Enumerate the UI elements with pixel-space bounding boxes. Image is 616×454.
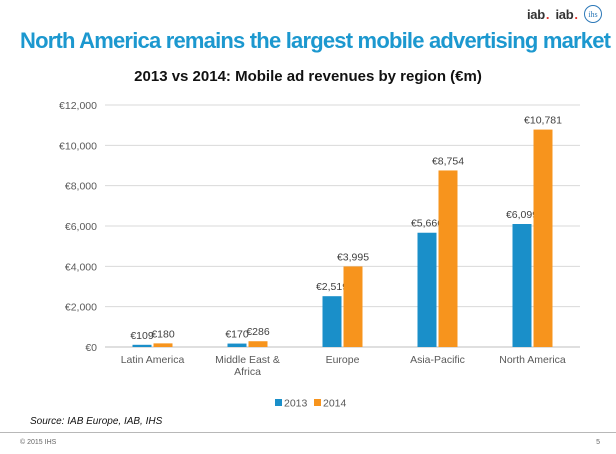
x-tick-label: Asia-Pacific bbox=[410, 354, 465, 366]
data-label: €286 bbox=[246, 326, 270, 338]
data-label: €8,754 bbox=[432, 155, 464, 167]
iab-logo-text: iab bbox=[555, 6, 574, 22]
copyright-text: © 2015 IHS bbox=[20, 439, 57, 446]
ihs-logo: ihs bbox=[584, 5, 602, 23]
bar-2014 bbox=[438, 170, 458, 347]
y-tick-label: €4,000 bbox=[65, 261, 97, 273]
x-tick-label: Africa bbox=[234, 366, 261, 378]
legend-swatch-2013 bbox=[275, 399, 282, 406]
bar-2013 bbox=[227, 343, 247, 347]
bar-2014 bbox=[248, 341, 268, 347]
footer-divider bbox=[0, 432, 616, 433]
y-tick-label: €10,000 bbox=[59, 140, 97, 152]
x-tick-label: Latin America bbox=[121, 354, 185, 366]
page-title: North America remains the largest mobile… bbox=[20, 28, 611, 53]
data-label: €3,995 bbox=[337, 251, 369, 263]
legend-swatch-2014 bbox=[314, 399, 321, 406]
y-tick-label: €2,000 bbox=[65, 302, 97, 314]
partner-logos: iab. iab. ihs bbox=[527, 4, 602, 24]
data-label: €10,781 bbox=[524, 115, 562, 127]
chart-title: 2013 vs 2014: Mobile ad revenues by regi… bbox=[134, 68, 482, 85]
iab-logo-text: iab bbox=[526, 6, 545, 22]
legend-label: 2014 bbox=[323, 398, 347, 410]
bar-2013 bbox=[512, 224, 532, 347]
legend-label: 2013 bbox=[284, 398, 308, 410]
bar-2013 bbox=[322, 296, 342, 347]
iab-logo-mark: . bbox=[574, 6, 578, 22]
bar-2014 bbox=[153, 343, 173, 347]
bar-2014 bbox=[533, 129, 553, 347]
y-tick-label: €8,000 bbox=[65, 181, 97, 193]
data-label: €5,666 bbox=[411, 218, 443, 230]
data-label: €180 bbox=[151, 328, 175, 340]
x-tick-label: Europe bbox=[326, 354, 360, 366]
data-label: €109 bbox=[130, 330, 154, 342]
x-tick-label: North America bbox=[499, 354, 566, 366]
data-label: €2,519 bbox=[316, 281, 348, 293]
data-label: €170 bbox=[225, 329, 249, 341]
data-label: €6,099 bbox=[506, 209, 538, 221]
source-note: Source: IAB Europe, IAB, IHS bbox=[30, 416, 163, 427]
iab-logo-mark: . bbox=[545, 6, 550, 22]
bar-2013 bbox=[417, 232, 437, 347]
y-tick-label: €6,000 bbox=[65, 221, 97, 233]
y-tick-label: €0 bbox=[85, 342, 97, 354]
page-number: 5 bbox=[596, 439, 600, 446]
bar-2014 bbox=[343, 266, 363, 347]
x-tick-label: Middle East & bbox=[215, 354, 280, 366]
bar-2013 bbox=[132, 344, 152, 347]
y-tick-label: €12,000 bbox=[59, 100, 97, 112]
